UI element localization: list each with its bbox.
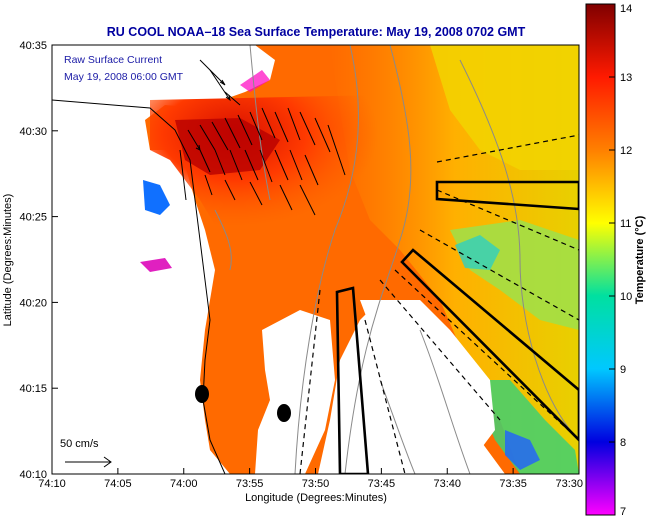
missing-data-patch: [300, 320, 325, 350]
map-plot-area: Raw Surface Current May 19, 2008 06:00 G…: [52, 45, 579, 474]
transect-dashed-lines: [299, 134, 579, 474]
y-tick-label: 40:25: [19, 212, 47, 224]
sst-bay-fringe: [143, 180, 170, 215]
transect-box-south: [335, 286, 370, 474]
sst-yellow-band: [430, 45, 579, 170]
x-tick-label: 74:05: [104, 478, 132, 490]
x-tick-label: 73:45: [368, 478, 396, 490]
y-tick-label: 40:35: [19, 40, 47, 52]
colorbar-tick-label: 12: [620, 145, 632, 157]
current-overlay-label: Raw Surface Current: [64, 54, 162, 66]
x-tick-label: 73:55: [236, 478, 264, 490]
coastline: [52, 99, 226, 474]
buoy-marker-east: [277, 404, 291, 422]
y-tick-label: 40:10: [19, 469, 47, 481]
colorbar-title: Temperature (°C): [634, 215, 646, 304]
colorbar-tick-label: 7: [620, 506, 626, 518]
missing-data-east: [360, 300, 495, 450]
sst-cyan-edge: [455, 235, 500, 270]
figure-title: RU COOL NOAA–18 Sea Surface Temperature:…: [107, 25, 526, 39]
sst-blue-edge: [505, 430, 540, 470]
transect-box-diagonal: [400, 248, 579, 442]
x-tick-label: 73:35: [499, 478, 527, 490]
y-tick-label: 40:20: [19, 297, 47, 309]
transect-box-east: [435, 180, 579, 211]
sst-north-fringe: [240, 70, 270, 92]
colorbar-tick-label: 14: [620, 3, 632, 15]
x-axis-title: Longitude (Degrees:Minutes): [245, 492, 387, 504]
colorbar-tick-label: 9: [620, 364, 626, 376]
y-axis-title: Latitude (Degrees:Minutes): [2, 194, 14, 327]
scale-arrow-icon: [65, 456, 112, 468]
sst-darkred-patch: [175, 118, 280, 175]
colorbar-tick-label: 8: [620, 437, 626, 449]
transect-boxes: [335, 180, 579, 474]
surface-current-vectors: [187, 59, 346, 216]
buoy-marker-west: [195, 385, 209, 403]
sst-bay-pink: [140, 258, 172, 272]
x-tick-label: 73:40: [433, 478, 461, 490]
colorbar-tick-label: 11: [620, 218, 631, 230]
colorbar: [585, 3, 616, 516]
colorbar-tick-label: 13: [620, 72, 632, 84]
current-overlay-date: May 19, 2008 06:00 GMT: [64, 71, 184, 83]
scale-label: 50 cm/s: [60, 438, 99, 450]
x-tick-label: 73:30: [555, 478, 583, 490]
x-axis: 74:10 74:05 74:00 73:55 73:50 73:45 73:40 73:35…: [38, 468, 583, 490]
sst-green-edge-south: [470, 380, 579, 474]
y-axis: 40:35 40:30 40:25 40:20 40:15 40:10: [19, 40, 58, 481]
missing-data-south: [255, 310, 335, 474]
sandy-hook: [179, 149, 187, 201]
x-tick-label: 74:10: [38, 478, 66, 490]
x-tick-label: 73:50: [302, 478, 330, 490]
x-tick-label: 74:00: [170, 478, 198, 490]
colorbar-tick-label: 10: [620, 291, 632, 303]
y-tick-label: 40:15: [19, 383, 47, 395]
colorbar-ticks: 14 13 12 11 10 9 8 7: [609, 3, 632, 518]
y-tick-label: 40:30: [19, 126, 47, 138]
